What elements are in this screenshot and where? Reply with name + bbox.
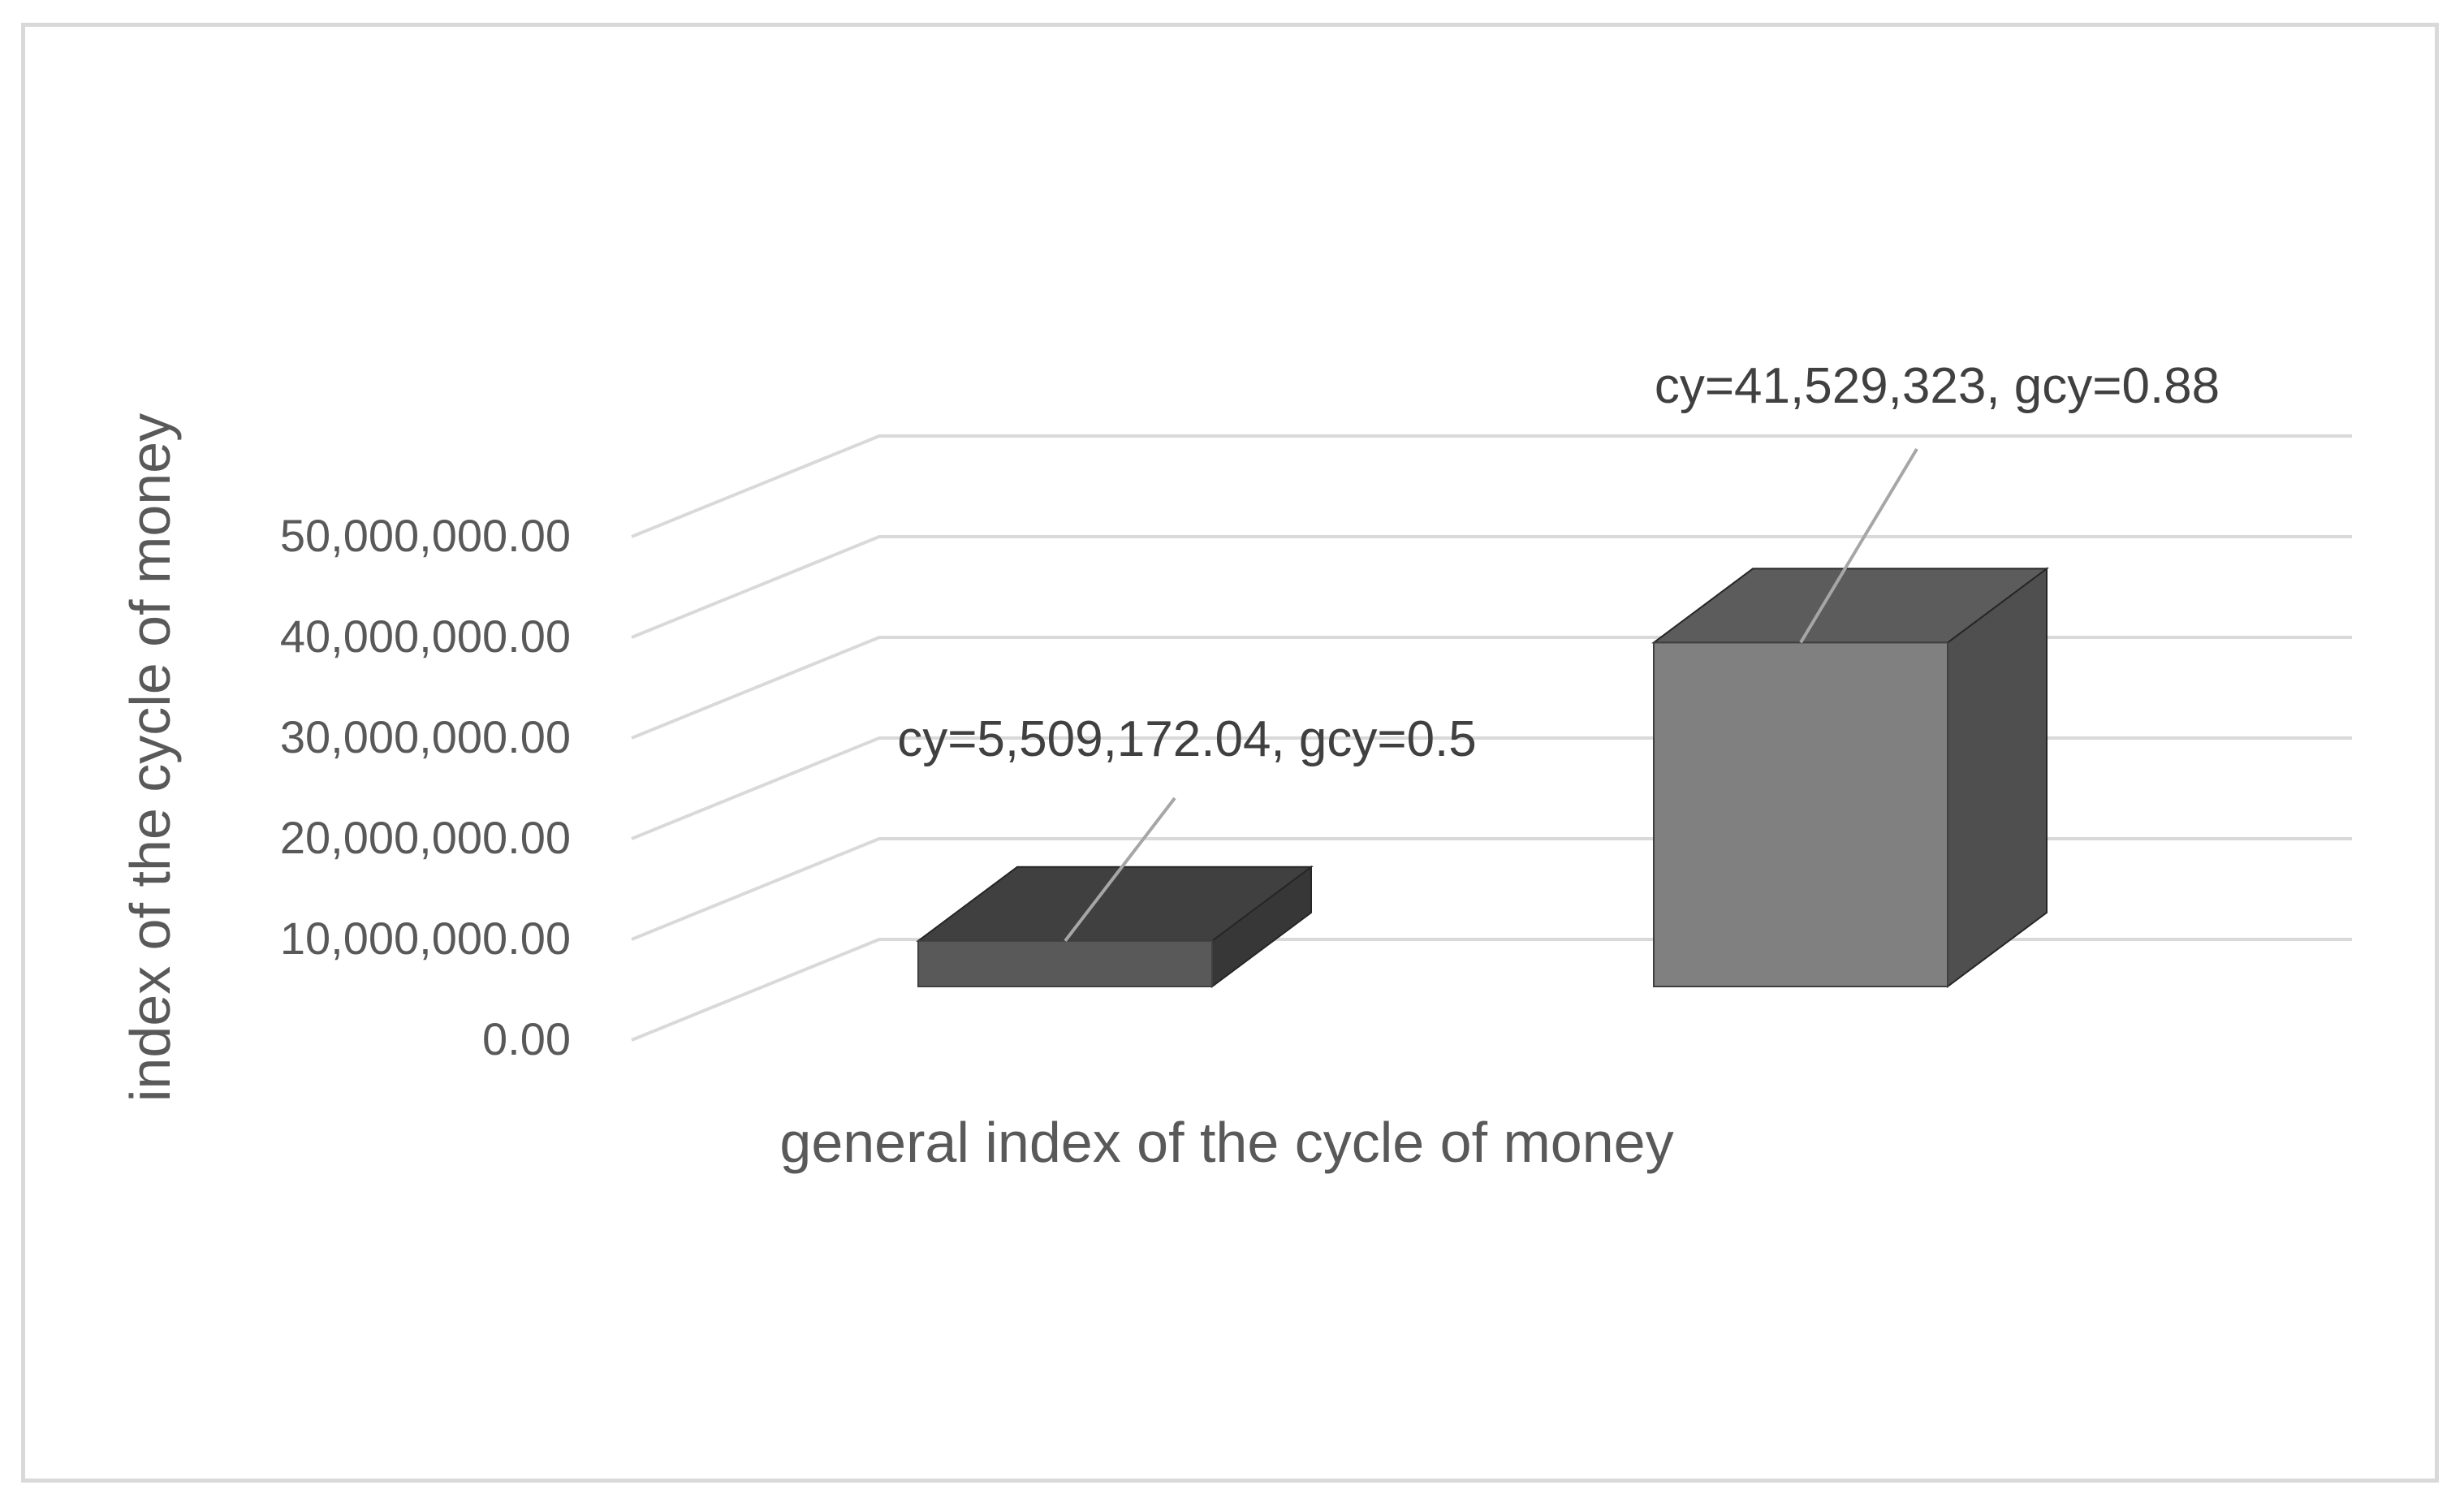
gridline (631, 736, 2352, 840)
bar (1653, 641, 1948, 987)
leader-line (1064, 797, 1176, 943)
gridline (631, 434, 2352, 538)
bars (915, 567, 2050, 988)
data-label: cy=5,509,172.04, gcy=0.5 (897, 711, 1477, 767)
y-tick-label: 0.00 (482, 1013, 571, 1064)
leader-lines (1064, 447, 1918, 943)
y-tick-labels: 0.00 10,000,000.00 20,000,000.00 30,000,000… (280, 510, 571, 1064)
gridline (631, 535, 2352, 639)
chart-svg: 0.00 10,000,000.00 20,000,000.00 30,000,000… (119, 358, 2352, 1174)
leader-line (1799, 447, 1918, 644)
x-axis-title: general index of the cycle of money (779, 1111, 1673, 1174)
chart-frame: 0.00 10,000,000.00 20,000,000.00 30,000,000… (21, 23, 2439, 1483)
data-label: cy=41,529,323, gcy=0.88 (1655, 358, 2220, 414)
gridline (631, 636, 2352, 740)
y-tick-label: 50,000,000.00 (280, 510, 571, 561)
y-tick-label: 30,000,000.00 (280, 711, 571, 762)
gridline (631, 938, 2352, 1042)
y-tick-label: 40,000,000.00 (280, 611, 571, 662)
data-labels: cy=5,509,172.04, gcy=0.5 cy=41,529,323, g… (897, 358, 2220, 767)
y-axis-title: index of the cycle of money (119, 413, 182, 1102)
gridline (631, 837, 2352, 941)
y-tick-label: 20,000,000.00 (280, 812, 571, 863)
gridlines (631, 434, 2352, 1042)
bar (917, 939, 1213, 987)
y-tick-label: 10,000,000.00 (280, 913, 571, 964)
